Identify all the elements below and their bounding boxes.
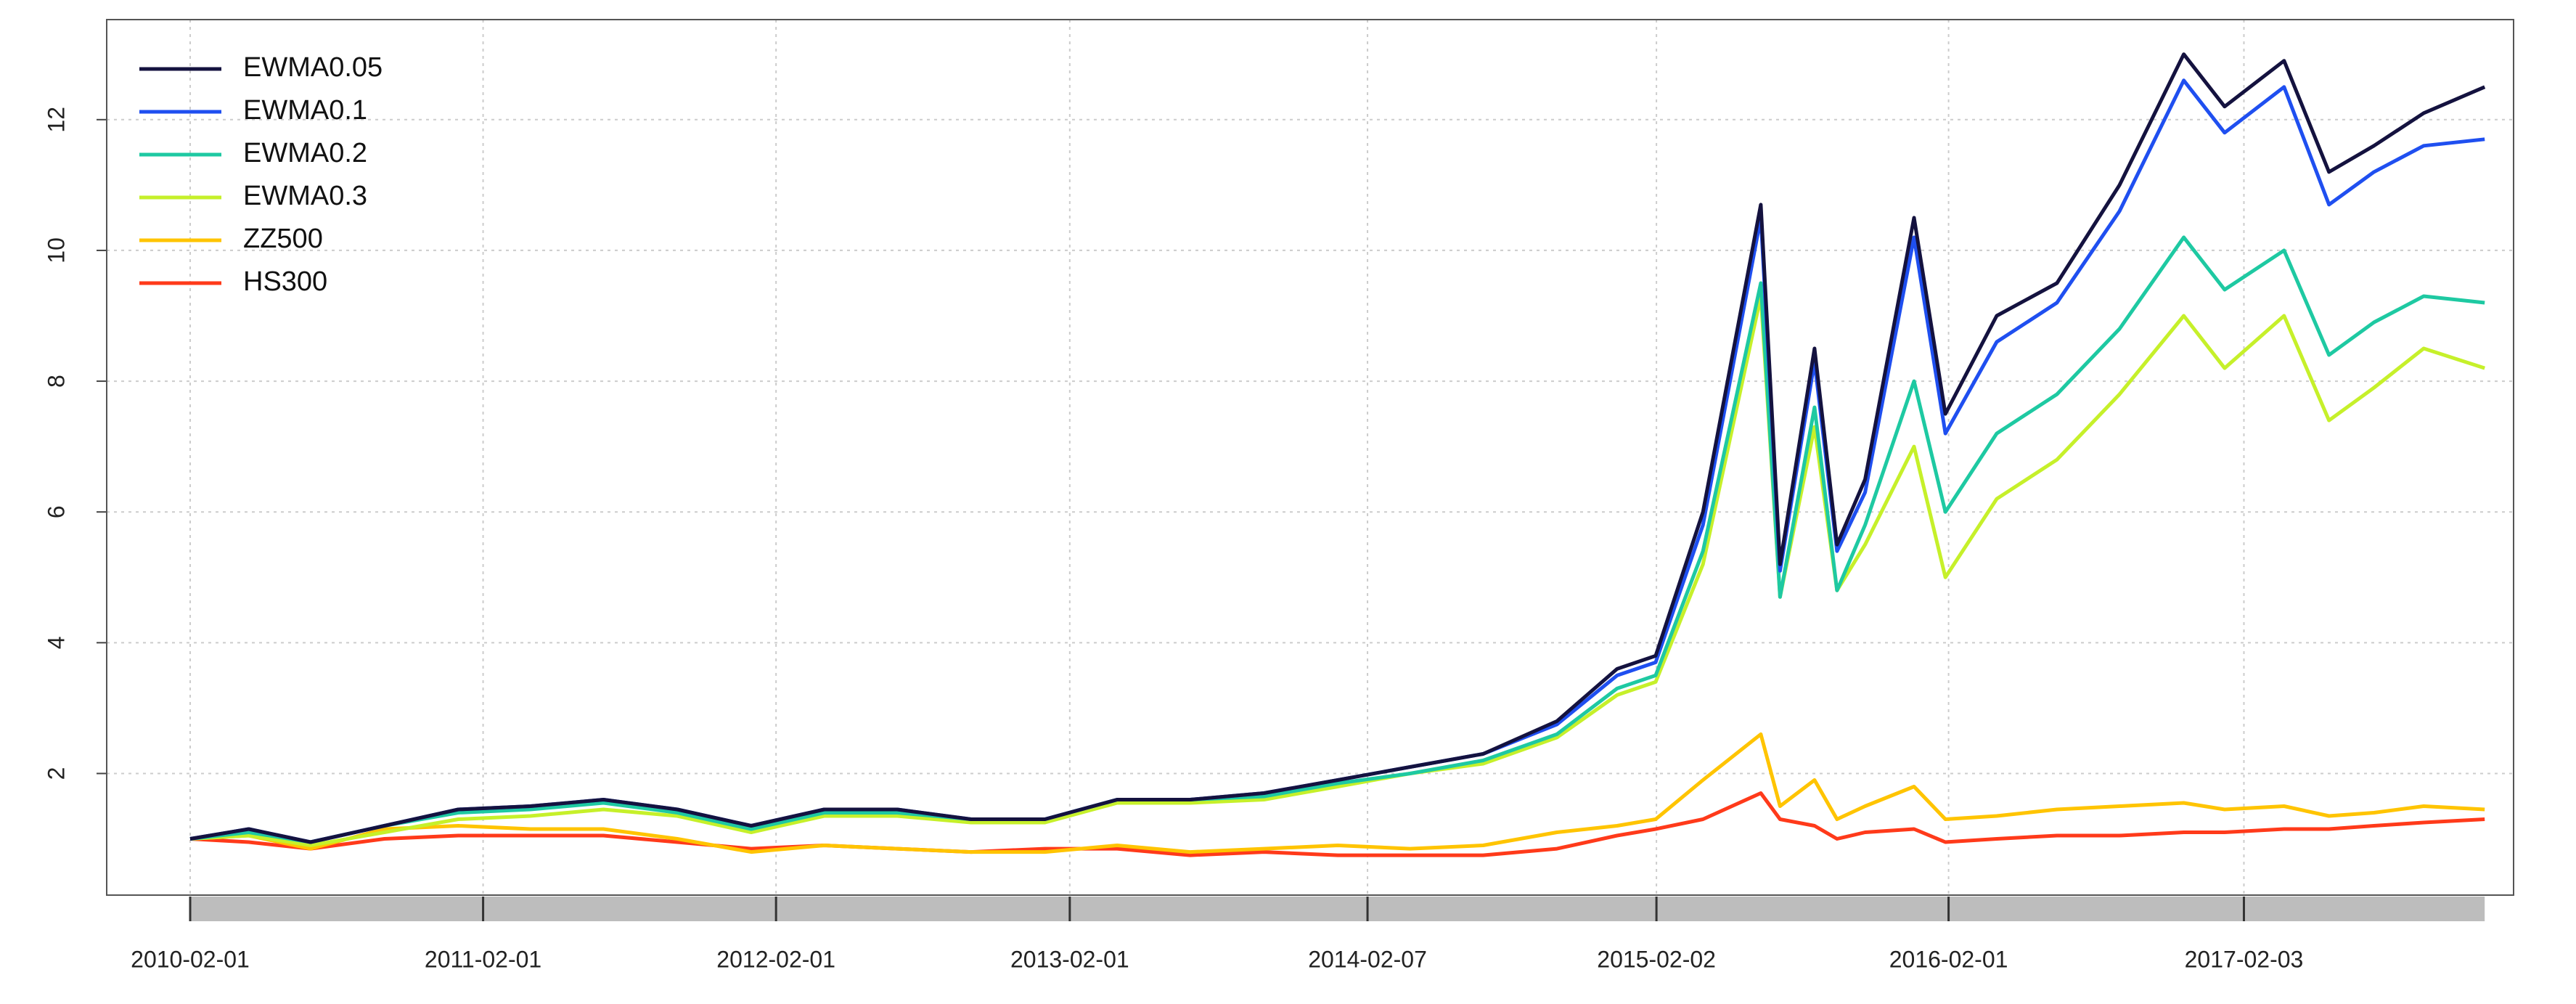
legend-label: ZZ500 xyxy=(243,224,323,254)
series-line xyxy=(189,791,2485,857)
x-tick-label: 2011-02-01 xyxy=(425,946,541,972)
legend-label: EWMA0.3 xyxy=(243,181,367,211)
x-tick-label: 2012-02-01 xyxy=(716,946,835,972)
x-tick-label: 2014-02-07 xyxy=(1308,946,1427,972)
legend-label: HS300 xyxy=(243,266,327,297)
y-tick-label: 6 xyxy=(43,505,69,518)
legend-label: EWMA0.2 xyxy=(243,138,367,168)
y-tick-label: 8 xyxy=(43,375,69,388)
plot-frame xyxy=(106,19,2514,896)
x-tick-label: 2015-02-02 xyxy=(1597,946,1716,972)
y-tick-label: 2 xyxy=(43,767,69,780)
x-axis-band xyxy=(189,897,2485,921)
x-tick-label: 2017-02-03 xyxy=(2185,946,2304,972)
y-tick-label: 12 xyxy=(43,107,69,133)
x-tick-label: 2016-02-01 xyxy=(1889,946,2008,972)
series-line xyxy=(189,52,2486,844)
x-tick-label: 2013-02-01 xyxy=(1010,946,1129,972)
series-line xyxy=(189,235,2485,844)
legend-label: EWMA0.05 xyxy=(243,52,383,83)
series-line xyxy=(189,294,2485,847)
legend-label: EWMA0.1 xyxy=(243,95,367,126)
y-tick-label: 10 xyxy=(43,237,69,264)
y-tick-label: 4 xyxy=(43,636,69,649)
series-line xyxy=(189,732,2485,854)
x-tick-label: 2010-02-01 xyxy=(131,946,250,972)
